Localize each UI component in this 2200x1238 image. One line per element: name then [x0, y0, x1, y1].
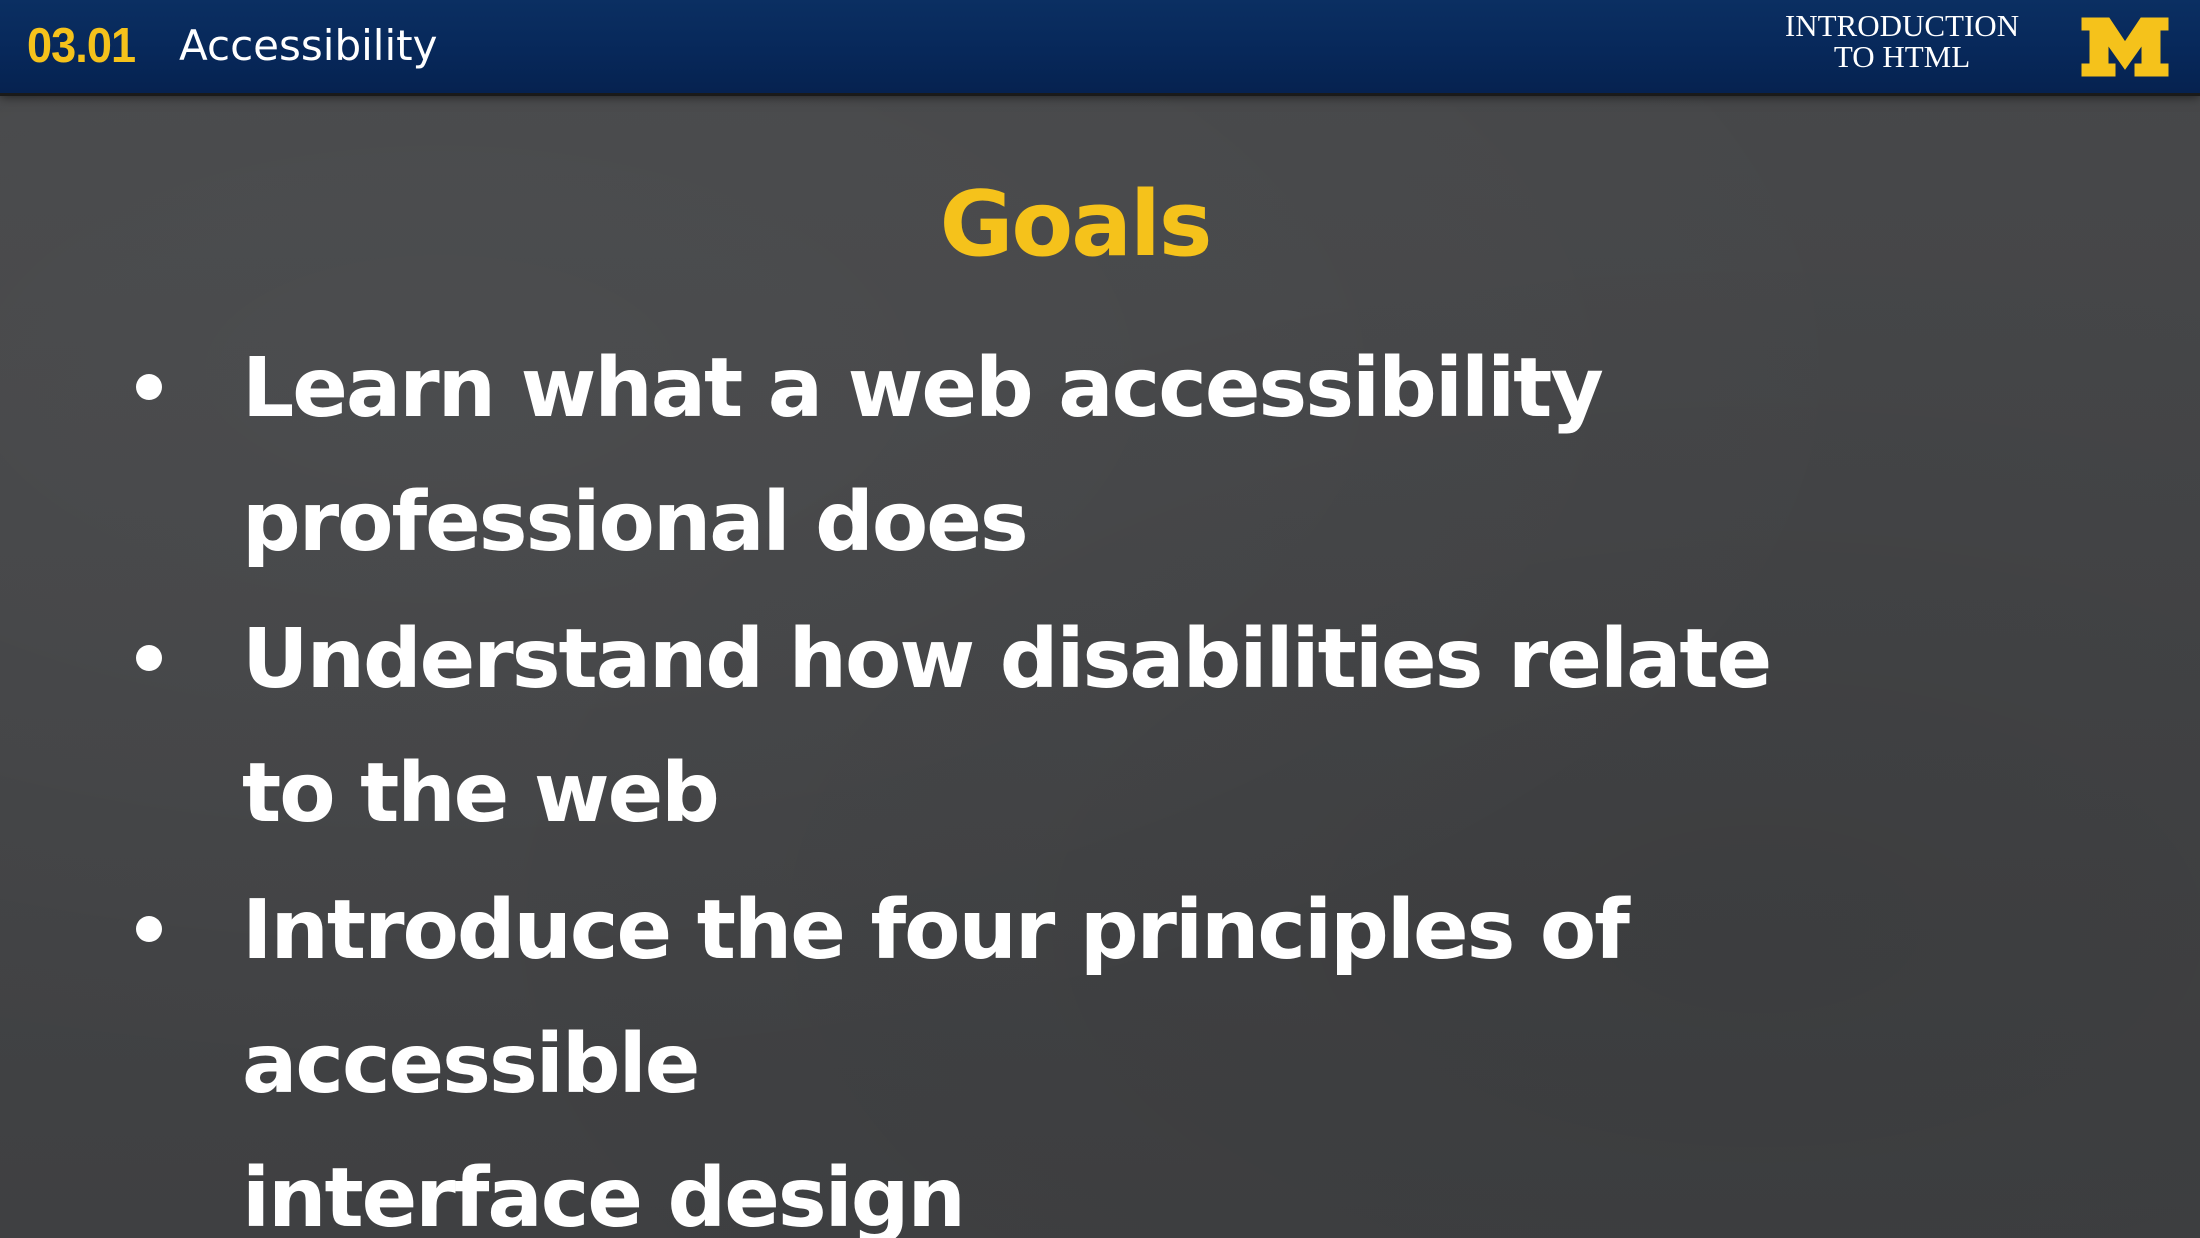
course-title-line-1: INTRODUCTION — [1784, 8, 2020, 43]
bullet-icon — [136, 916, 162, 942]
slide-title: Goals — [939, 172, 1213, 277]
section-number: 03.01 — [27, 19, 136, 73]
bullet-text-line: Learn what a web accessibility — [242, 341, 1604, 436]
header-bar: 03.01 Accessibility INTRODUCTION TO HTML — [0, 0, 2200, 93]
section-title: Accessibility — [179, 21, 438, 70]
goals-list: Learn what a web accessibility professio… — [0, 322, 2200, 1238]
bullet-text-line: to the web — [242, 746, 720, 841]
bullet-text-line: professional does — [242, 475, 1029, 570]
header-divider — [0, 93, 2200, 96]
bullet-icon — [136, 645, 162, 671]
list-item: Learn what a web accessibility professio… — [0, 322, 2092, 590]
course-title: INTRODUCTION TO HTML — [1752, 10, 2052, 72]
list-item: Understand how disabilities relate to th… — [0, 593, 2092, 861]
list-item: Introduce the four principles of accessi… — [0, 864, 2092, 1238]
course-title-line-2: TO HTML — [1833, 39, 1971, 74]
bullet-icon — [136, 374, 162, 400]
university-m-logo-icon — [2081, 17, 2169, 77]
bullet-text-line: interface design — [242, 1151, 966, 1238]
bullet-text-line: Understand how disabilities relate — [242, 612, 1772, 707]
bullet-text-line: Introduce the four principles of accessi… — [242, 883, 1630, 1112]
